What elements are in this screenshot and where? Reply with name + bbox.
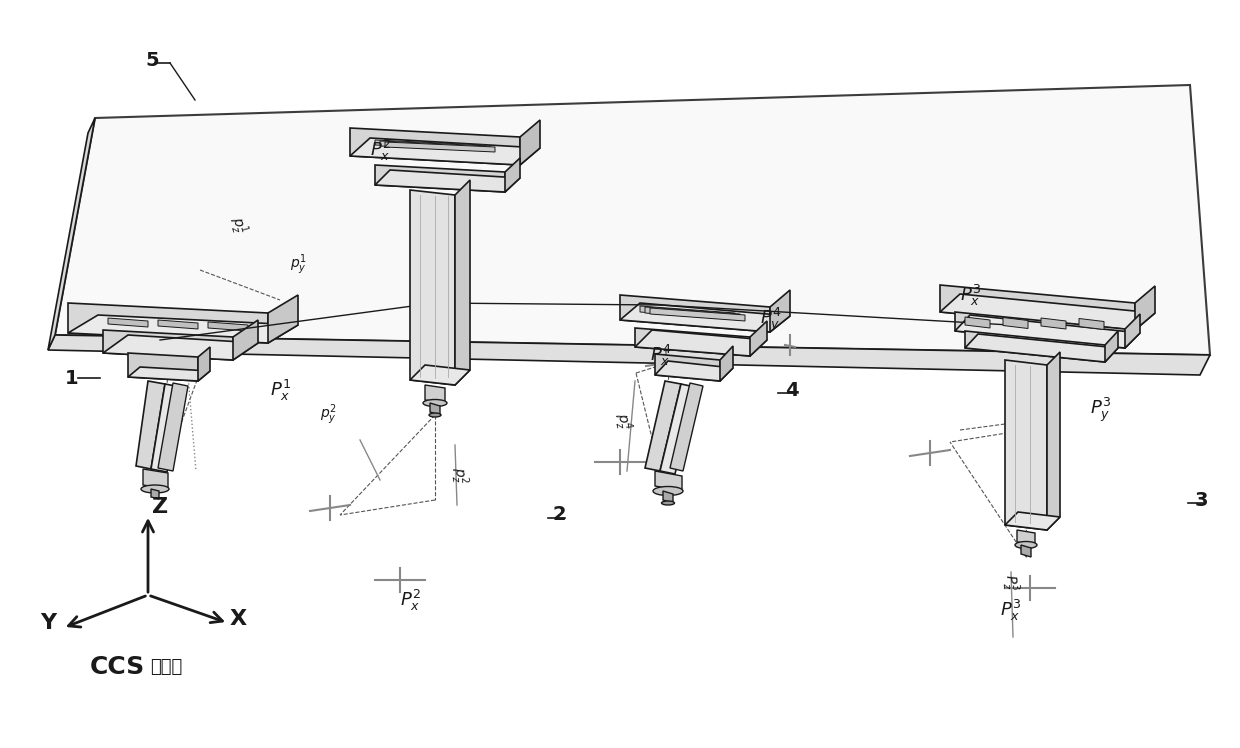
Text: $P_x^3$: $P_x^3$ xyxy=(960,283,981,307)
Polygon shape xyxy=(965,331,1105,362)
Polygon shape xyxy=(55,85,1210,355)
Text: $P_x^3$: $P_x^3$ xyxy=(999,598,1021,622)
Polygon shape xyxy=(430,403,440,415)
Polygon shape xyxy=(1021,545,1030,557)
Polygon shape xyxy=(379,141,490,151)
Polygon shape xyxy=(1017,530,1035,545)
Text: Z: Z xyxy=(153,497,169,517)
Polygon shape xyxy=(455,180,470,385)
Polygon shape xyxy=(108,318,148,327)
Polygon shape xyxy=(640,306,735,319)
Polygon shape xyxy=(374,170,520,192)
Polygon shape xyxy=(233,320,258,360)
Polygon shape xyxy=(940,285,1135,330)
Polygon shape xyxy=(635,328,750,356)
Polygon shape xyxy=(208,322,248,331)
Polygon shape xyxy=(350,138,539,165)
Text: $P_x^2$: $P_x^2$ xyxy=(401,587,420,613)
Polygon shape xyxy=(655,471,682,491)
Text: $P_z^3$: $P_z^3$ xyxy=(998,573,1022,591)
Polygon shape xyxy=(103,330,233,360)
Ellipse shape xyxy=(1016,542,1037,548)
Polygon shape xyxy=(1105,331,1118,362)
Polygon shape xyxy=(68,315,298,343)
Polygon shape xyxy=(410,190,455,385)
Text: $P_x^2$: $P_x^2$ xyxy=(370,138,391,162)
Polygon shape xyxy=(720,346,733,381)
Polygon shape xyxy=(143,469,167,489)
Polygon shape xyxy=(620,295,770,332)
Text: 1: 1 xyxy=(64,369,78,387)
Polygon shape xyxy=(670,383,703,471)
Polygon shape xyxy=(68,303,268,343)
Polygon shape xyxy=(955,312,1125,348)
Polygon shape xyxy=(374,165,505,192)
Text: 3: 3 xyxy=(1195,491,1209,509)
Polygon shape xyxy=(268,295,298,343)
Polygon shape xyxy=(750,321,768,356)
Polygon shape xyxy=(645,307,740,320)
Polygon shape xyxy=(1047,352,1060,530)
Polygon shape xyxy=(520,120,539,165)
Polygon shape xyxy=(198,347,210,381)
Polygon shape xyxy=(635,330,768,356)
Text: $p_y^1$: $p_y^1$ xyxy=(290,253,306,278)
Text: X: X xyxy=(229,609,247,629)
Polygon shape xyxy=(425,385,445,403)
Polygon shape xyxy=(151,489,159,499)
Polygon shape xyxy=(505,158,520,192)
Polygon shape xyxy=(48,335,1210,375)
Polygon shape xyxy=(955,315,1140,348)
Text: CCS: CCS xyxy=(91,655,145,679)
Text: 4: 4 xyxy=(785,381,799,399)
Polygon shape xyxy=(1135,286,1154,330)
Polygon shape xyxy=(157,383,188,471)
Text: $p_y^2$: $p_y^2$ xyxy=(320,402,337,427)
Ellipse shape xyxy=(141,485,169,493)
Polygon shape xyxy=(128,353,198,381)
Text: 5: 5 xyxy=(145,51,159,70)
Text: $p_z^4$: $p_z^4$ xyxy=(610,411,635,432)
Polygon shape xyxy=(645,381,681,471)
Polygon shape xyxy=(770,290,790,332)
Text: $P_x^1$: $P_x^1$ xyxy=(270,378,291,402)
Polygon shape xyxy=(660,384,694,474)
Ellipse shape xyxy=(429,413,441,417)
Polygon shape xyxy=(136,381,165,469)
Text: 坐标系: 坐标系 xyxy=(150,658,182,676)
Polygon shape xyxy=(1004,360,1047,530)
Polygon shape xyxy=(48,118,95,350)
Text: 2: 2 xyxy=(552,506,565,524)
Polygon shape xyxy=(157,320,198,329)
Polygon shape xyxy=(663,491,673,503)
Polygon shape xyxy=(1004,512,1060,530)
Polygon shape xyxy=(1003,317,1028,328)
Polygon shape xyxy=(350,128,520,165)
Ellipse shape xyxy=(653,486,683,495)
Polygon shape xyxy=(1042,318,1066,329)
Text: $P_y^4$: $P_y^4$ xyxy=(760,306,781,334)
Polygon shape xyxy=(151,384,181,472)
Polygon shape xyxy=(650,308,745,321)
Polygon shape xyxy=(965,334,1118,362)
Polygon shape xyxy=(410,365,470,385)
Polygon shape xyxy=(374,140,485,150)
Ellipse shape xyxy=(423,399,446,406)
Polygon shape xyxy=(103,335,258,360)
Polygon shape xyxy=(128,367,210,381)
Text: $p_z^1$: $p_z^1$ xyxy=(224,214,252,236)
Polygon shape xyxy=(1125,314,1140,348)
Text: $P_y^3$: $P_y^3$ xyxy=(1090,396,1111,424)
Polygon shape xyxy=(384,142,495,152)
Ellipse shape xyxy=(661,501,675,505)
Polygon shape xyxy=(620,303,790,332)
Polygon shape xyxy=(655,361,733,381)
Text: $p_z^2$: $p_z^2$ xyxy=(446,466,471,484)
Polygon shape xyxy=(965,317,990,328)
Polygon shape xyxy=(655,354,720,381)
Polygon shape xyxy=(1079,319,1104,330)
Text: $P_x^4$: $P_x^4$ xyxy=(650,343,671,367)
Polygon shape xyxy=(940,294,1154,330)
Text: Y: Y xyxy=(40,613,56,633)
